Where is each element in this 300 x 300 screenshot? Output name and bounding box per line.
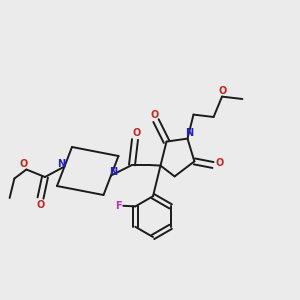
Text: O: O [215,158,224,169]
Text: N: N [109,167,118,177]
Text: O: O [36,200,45,210]
Text: O: O [150,110,159,120]
Text: N: N [185,128,193,138]
Text: O: O [218,85,227,96]
Text: N: N [57,159,66,169]
Text: O: O [20,159,28,169]
Text: F: F [116,201,122,211]
Text: O: O [132,128,141,138]
